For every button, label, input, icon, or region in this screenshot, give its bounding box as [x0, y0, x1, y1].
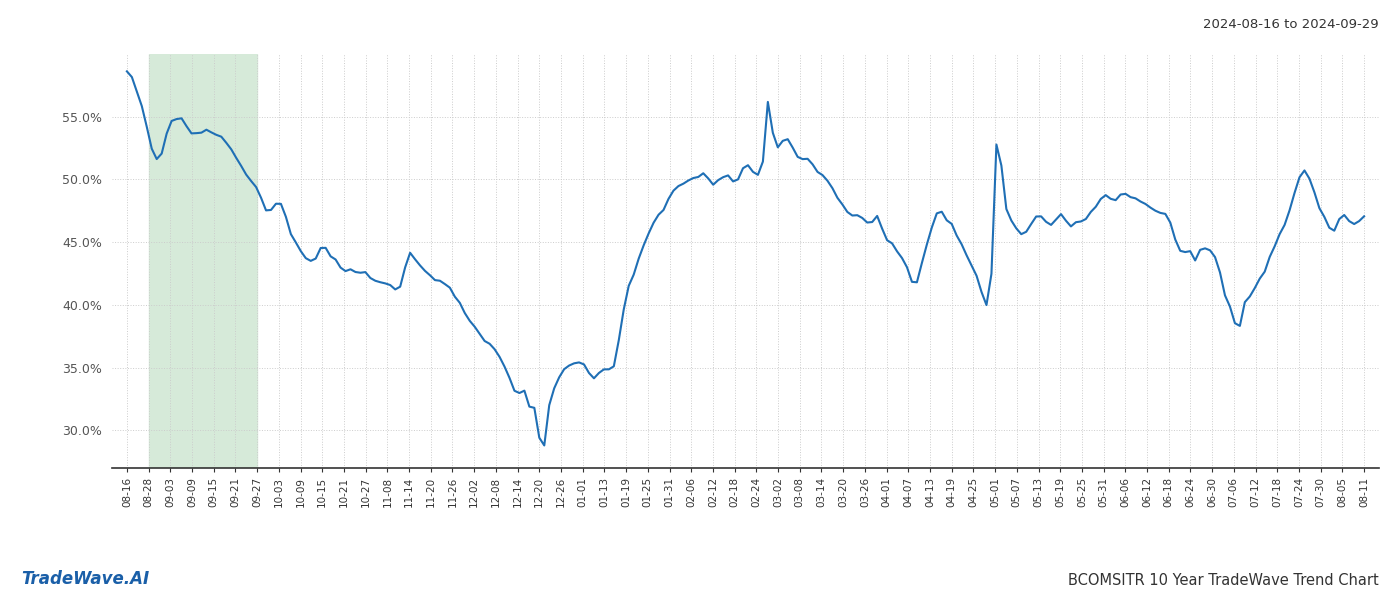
Text: BCOMSITR 10 Year TradeWave Trend Chart: BCOMSITR 10 Year TradeWave Trend Chart	[1068, 573, 1379, 588]
Text: TradeWave.AI: TradeWave.AI	[21, 570, 150, 588]
Text: 2024-08-16 to 2024-09-29: 2024-08-16 to 2024-09-29	[1204, 18, 1379, 31]
Bar	[148, 54, 258, 468]
